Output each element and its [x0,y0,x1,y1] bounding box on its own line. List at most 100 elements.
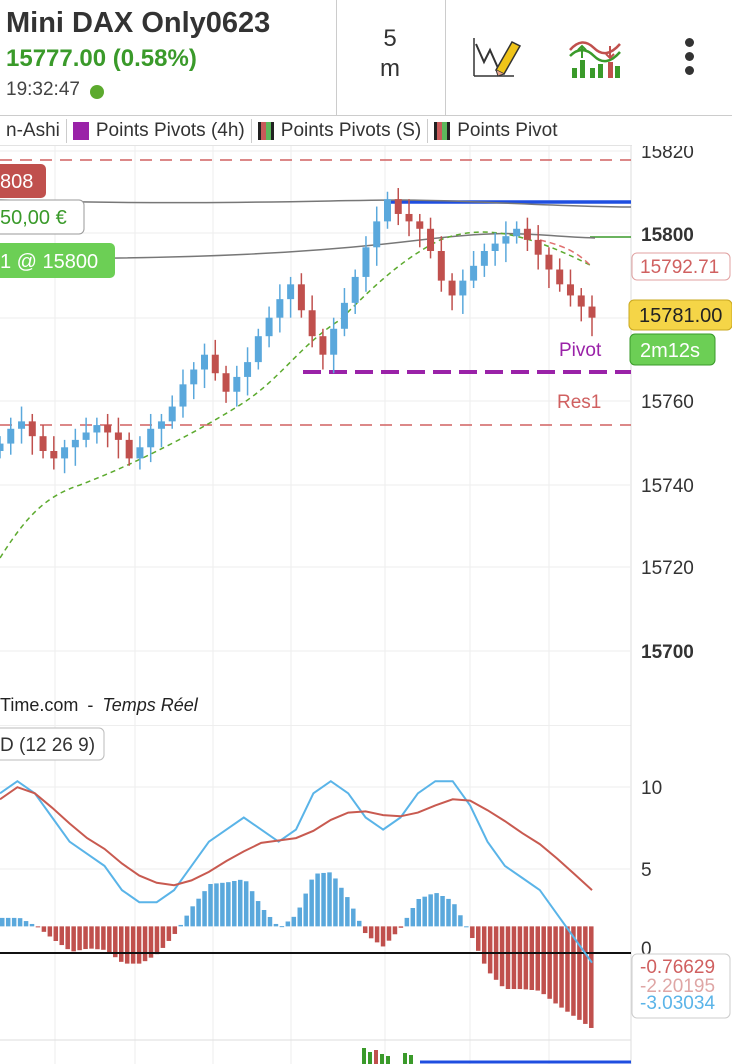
res1-label: Res1 [557,392,601,413]
macd-histogram-bar [142,926,148,962]
order-tag[interactable] [0,164,46,198]
macd-histogram-bar [410,907,416,927]
macd-histogram-bar [339,887,344,927]
candle-body [373,221,381,248]
candle-body [480,251,488,266]
indicator-label: Points Pivots (S) [280,119,422,141]
macd-title-box[interactable] [0,727,105,761]
macd-histogram-bar [23,921,29,927]
macd-histogram-bar [351,908,356,927]
indicator-color-swatch [434,121,451,140]
candle-body [201,354,209,370]
timeframe-button[interactable]: 5 m [337,24,443,84]
macd-histogram-bar [214,883,219,927]
resistance-price-value: 15792.71 [640,257,719,278]
header-divider [445,0,446,116]
ma-line-upper [0,199,632,208]
candle-body [459,280,467,296]
macd-axis-tick: 10 [641,778,662,799]
indicator-label: Points Pivots (4h) [95,119,245,141]
timeframe-unit: m [380,55,400,82]
candle-body [287,284,295,300]
macd-histogram-bar [321,872,326,927]
ma-line-lower [0,232,596,260]
candle-body [50,451,58,459]
price-axis-tick: 15760 [641,392,694,413]
macd-histogram-bar [160,926,166,948]
macd-axis-tick: 5 [641,860,652,881]
macd-histogram-bar [481,926,487,964]
drawing-tools-icon[interactable] [470,34,526,80]
indicator-pivot-points-4h[interactable]: Points Pivots (4h) [67,118,252,143]
candle-body [405,213,413,222]
indicator-pivot-points[interactable]: Points Pivot [428,119,563,143]
macd-value: -3.03034 [640,993,715,1014]
indicator-heikin-ashi[interactable]: n-Ashi [0,118,67,143]
macd-histogram-bar [392,926,398,935]
price-change: 15777.00 (0.58%) [6,45,197,72]
macd-histogram-bar [243,881,249,927]
countdown-tag [629,333,716,366]
indicator-strip: n-Ashi Points Pivots (4h) Points Pivots … [0,116,632,146]
amount-tag[interactable] [0,199,85,235]
price-chart[interactable]: 808 50,00 € 1 @ 15800 Pivot Res1 15820 1… [0,146,732,726]
candle-body [39,436,47,451]
macd-histogram-bar [428,894,433,927]
candle-body [265,317,273,337]
candle-body [136,447,144,459]
position-tag[interactable] [0,243,115,278]
instrument-info[interactable]: Mini DAX Only0623 15777.00 (0.58%) 19:32… [6,6,270,101]
macd-histogram-bar [220,882,225,927]
macd-histogram-bar [172,926,178,934]
indicators-icon[interactable] [568,34,622,80]
indicator-color-swatch [72,121,89,140]
candle-body [211,354,219,374]
candle-body [71,439,79,448]
last-price-value: 15781.00 [639,305,722,327]
macd-histogram-bar [422,896,427,927]
macd-histogram-bar [327,872,332,927]
macd-histogram-bar [362,926,368,934]
candle-body [523,228,531,240]
macd-histogram-bar [404,917,410,927]
macd-histogram-bar [452,904,457,927]
candle-body [168,406,176,422]
macd-histogram-bar [124,926,130,964]
candle-body [394,199,402,214]
candlestick-series [0,188,596,474]
macd-histogram-bar [273,923,279,927]
macd-histogram-bar [446,898,451,927]
signal-line [0,786,593,891]
candle-body [362,247,370,277]
candle-body [566,284,574,296]
macd-histogram-bar [0,917,5,927]
macd-axis-tick: 0 [641,939,652,960]
candle-body [222,373,230,392]
macd-histogram-bar [303,893,308,927]
macd-histogram-bar [261,909,267,927]
resistance-curve [539,239,591,266]
candle-body [125,439,133,459]
macd-histogram-bar [202,891,207,927]
more-options-icon[interactable] [680,38,698,78]
macd-line [0,779,593,964]
macd-histogram-bar [577,926,582,1020]
macd-histogram-bar [208,883,213,927]
data-source-separator: - [87,695,93,715]
candle-body [114,432,122,440]
macd-histogram-bar [11,917,17,927]
macd-histogram-bar [267,916,273,927]
macd-histogram-bar [5,917,11,927]
macd-histogram-bar [232,880,237,927]
indicator-pivot-points-s[interactable]: Points Pivots (S) [252,118,429,143]
macd-histogram-bar [523,926,529,990]
candle-body [254,336,262,363]
candle-body [233,376,241,392]
candle-body [18,421,26,429]
order-tag-label: 808 [0,171,33,193]
macd-histogram-bar [374,926,380,943]
macd-histogram-bar [440,895,445,927]
macd-panel[interactable]: D (12 26 9) 10 5 0 -0.76629 -2.20195 -3.… [0,726,732,1064]
macd-histogram-bar [470,926,475,939]
macd-histogram-bar [178,924,183,927]
